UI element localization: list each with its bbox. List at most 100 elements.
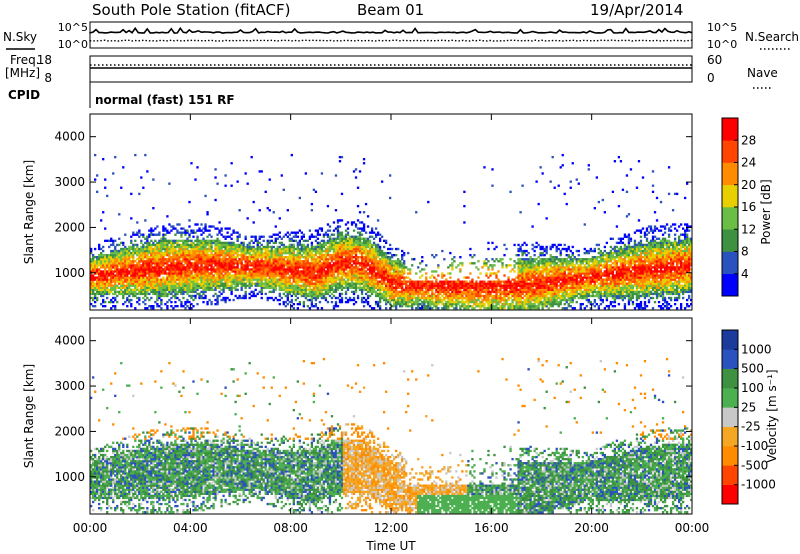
range-gate-cell: [224, 256, 227, 259]
range-gate-cell: [401, 282, 404, 285]
range-gate-cell: [469, 300, 472, 304]
range-gate-cell: [384, 268, 388, 271]
range-gate-cell: [370, 262, 374, 265]
range-gate-cell: [423, 296, 426, 300]
range-gate-cell: [242, 251, 245, 255]
range-gate-cell: [144, 278, 147, 281]
range-gate-cell: [182, 284, 185, 287]
range-gate-cell: [248, 253, 251, 257]
range-gate-cell: [136, 251, 139, 255]
range-gate-cell: [344, 274, 348, 277]
range-gate-cell: [284, 280, 287, 283]
range-gate-cell: [146, 243, 149, 247]
range-gate-cell: [296, 296, 299, 300]
range-gate-cell: [260, 284, 263, 287]
range-gate-cell: [108, 239, 111, 243]
range-gate-cell: [234, 280, 237, 283]
range-gate-cell: [256, 258, 259, 261]
range-gate-cell: [475, 292, 478, 296]
range-gate-cell: [206, 253, 209, 257]
range-gate-cell: [124, 260, 127, 263]
range-gate-cell: [296, 241, 299, 245]
range-gate-cell: [186, 231, 189, 234]
range-gate-cell: [108, 300, 111, 304]
range-gate-cell: [270, 264, 273, 267]
range-gate-cell: [346, 298, 350, 302]
range-gate-cell: [316, 284, 320, 287]
range-gate-cell: [270, 286, 273, 289]
range-gate-cell: [459, 290, 462, 294]
range-gate-cell: [415, 298, 418, 302]
range-gate-cell: [258, 290, 261, 294]
range-gate-cell: [344, 290, 348, 294]
range-gate-cell: [346, 237, 350, 240]
range-gate-cell: [240, 268, 243, 271]
range-gate-cell: [200, 280, 203, 283]
range-gate-cell: [453, 294, 456, 298]
range-gate-cell: [130, 241, 133, 245]
range-gate-cell: [184, 241, 187, 245]
range-gate-cell: [310, 280, 314, 283]
range-gate-cell: [108, 270, 111, 273]
range-gate-cell: [314, 239, 318, 243]
range-gate-cell: [230, 282, 233, 285]
range-gate-cell: [427, 280, 430, 283]
range-gate-cell: [378, 286, 382, 289]
range-gate-cell: [240, 270, 243, 273]
range-gate-cell: [286, 280, 289, 283]
range-gate-cell: [270, 284, 273, 287]
range-gate-cell: [168, 270, 171, 273]
range-gate-cell: [194, 231, 197, 234]
range-gate-cell: [332, 294, 336, 298]
range-gate-cell: [212, 262, 215, 265]
range-gate-cell: [431, 274, 434, 277]
range-gate-cell: [469, 288, 472, 292]
range-gate-cell: [112, 243, 115, 247]
range-gate-cell: [190, 162, 193, 165]
range-gate-cell: [218, 294, 221, 298]
range-gate-cell: [352, 249, 356, 253]
range-gate-cell: [106, 288, 109, 292]
range-gate-cell: [292, 239, 295, 243]
range-gate-cell: [405, 286, 408, 289]
range-gate-cell: [443, 290, 446, 294]
range-gate-cell: [382, 272, 386, 275]
range-gate-cell: [346, 266, 350, 269]
range-gate-cell: [292, 264, 295, 267]
range-gate-cell: [126, 247, 129, 251]
range-gate-cell: [399, 302, 402, 306]
range-gate-cell: [164, 270, 167, 273]
range-gate-cell: [366, 245, 370, 249]
range-gate-cell: [483, 302, 486, 306]
range-gate-cell: [336, 221, 340, 224]
range-gate-cell: [366, 276, 370, 279]
range-gate-cell: [306, 258, 310, 261]
range-gate-cell: [200, 264, 203, 267]
range-gate-cell: [298, 300, 301, 304]
range-gate-cell: [443, 274, 446, 277]
range-gate-cell: [188, 276, 191, 279]
range-gate-cell: [425, 300, 428, 304]
range-gate-cell: [256, 251, 259, 255]
range-gate-cell: [164, 284, 167, 287]
range-gate-cell: [308, 307, 312, 310]
range-gate-cell: [136, 296, 139, 300]
range-gate-cell: [487, 294, 490, 298]
range-gate-cell: [268, 266, 271, 269]
range-gate-cell: [142, 296, 145, 300]
range-gate-cell: [112, 241, 115, 245]
range-gate-cell: [316, 266, 320, 269]
range-gate-cell: [90, 251, 93, 255]
range-gate-cell: [368, 264, 372, 267]
range-gate-cell: [294, 268, 297, 271]
range-gate-cell: [206, 268, 209, 271]
range-gate-cell: [443, 296, 446, 300]
range-gate-cell: [222, 278, 225, 281]
range-gate-cell: [134, 251, 137, 255]
range-gate-cell: [200, 233, 203, 236]
range-gate-cell: [374, 258, 378, 261]
range-gate-cell: [280, 256, 283, 259]
range-gate-cell: [136, 243, 139, 247]
range-gate-cell: [234, 262, 237, 265]
range-gate-cell: [370, 270, 374, 273]
